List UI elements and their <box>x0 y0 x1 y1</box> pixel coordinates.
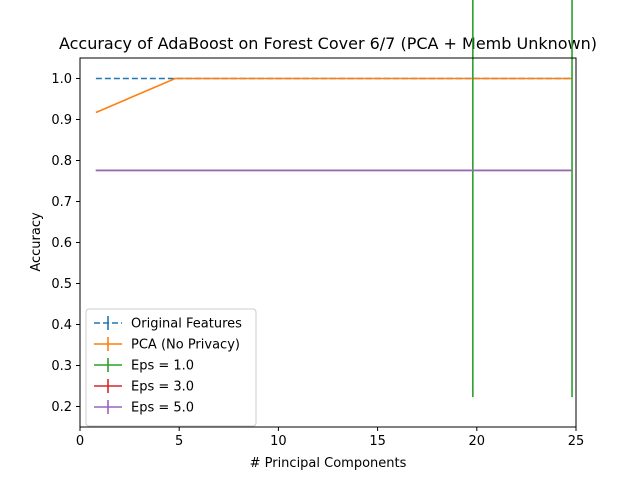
x-axis: 0 5 10 15 20 25 <box>76 427 584 449</box>
y-tick-label-1: 0.3 <box>51 359 72 374</box>
y-tick-label-2: 0.4 <box>51 318 72 333</box>
legend-label-1: PCA (No Privacy) <box>131 338 240 353</box>
y-axis-label: Accuracy <box>29 212 44 272</box>
legend-box <box>85 308 257 427</box>
x-tick-label-5: 25 <box>568 434 585 449</box>
y-tick-label-0: 0.2 <box>51 400 72 415</box>
y-tick-label-5: 0.7 <box>51 195 72 210</box>
y-tick-label-4: 0.6 <box>51 236 72 251</box>
legend-label-2: Eps = 1.0 <box>131 359 194 374</box>
y-tick-label-8: 1.0 <box>51 72 72 87</box>
x-tick-label-2: 10 <box>270 434 287 449</box>
x-tick-label-1: 5 <box>175 434 183 449</box>
y-tick-label-3: 0.5 <box>51 277 72 292</box>
legend-label-3: Eps = 3.0 <box>131 380 194 395</box>
y-tick-label-7: 0.9 <box>51 113 72 128</box>
y-axis: 0.2 0.3 0.4 0.5 0.6 0.7 0.8 0.9 1.0 <box>51 72 80 415</box>
x-tick-label-4: 20 <box>469 434 486 449</box>
y-tick-label-6: 0.8 <box>51 154 72 169</box>
legend: Original Features PCA (No Privacy) Eps = 1… <box>85 308 257 427</box>
x-axis-label: # Principal Components <box>250 456 407 471</box>
series-line-1 <box>95 77 573 114</box>
chart-title: Accuracy of AdaBoost on Forest Cover 6/7… <box>59 34 597 53</box>
x-tick-label-3: 15 <box>369 434 386 449</box>
legend-label-0: Original Features <box>131 317 242 332</box>
legend-label-4: Eps = 5.0 <box>131 401 194 416</box>
x-tick-label-0: 0 <box>76 434 84 449</box>
